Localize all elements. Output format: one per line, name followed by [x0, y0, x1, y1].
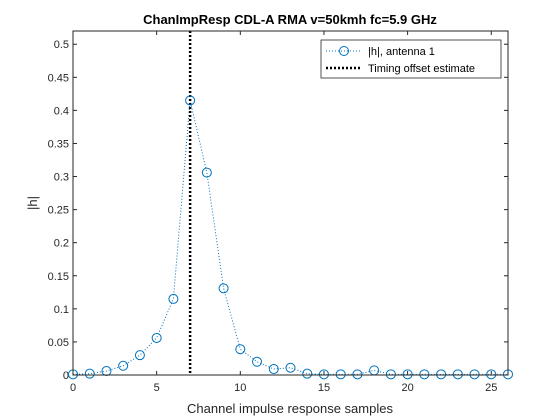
series-h-point: [84, 368, 95, 379]
y-tick-label: 0.25: [48, 205, 69, 217]
y-tick-label: 0: [63, 370, 69, 382]
series-h-point: [385, 369, 396, 380]
y-tick-label: 0.45: [48, 72, 69, 84]
series-h-point: [402, 369, 413, 380]
series-h-point: [452, 369, 463, 380]
y-tick-label: 0.3: [54, 172, 69, 184]
legend: |h|, antenna 1 Timing offset estimate: [320, 39, 502, 79]
series-h-point: [436, 369, 447, 380]
series-h-point: [168, 293, 179, 304]
series-h-point: [469, 369, 480, 380]
plot-frame: [72, 30, 509, 376]
series-h-point: [302, 368, 313, 379]
y-tick-label: 0.1: [54, 304, 69, 316]
series-h-point: [419, 369, 430, 380]
x-tick-label: 10: [234, 382, 246, 394]
y-tick-label: 0.05: [48, 337, 69, 349]
y-tick-label: 0.2: [54, 238, 69, 250]
x-tick-label: 20: [401, 382, 413, 394]
series-h-point: [218, 283, 229, 294]
y-tick-label: 0.15: [48, 271, 69, 283]
series-h-point: [285, 362, 296, 373]
y-axis-label: |h|: [25, 196, 40, 210]
x-axis-label: Channel impulse response samples: [187, 401, 393, 416]
series-h-point: [101, 366, 112, 377]
series-h-point: [134, 350, 145, 361]
series-h-point: [335, 369, 346, 380]
series-h-point: [235, 344, 246, 355]
series-h-point: [252, 356, 263, 367]
y-tick-label: 0.35: [48, 138, 69, 150]
series-h-point: [318, 369, 329, 380]
chart-title: ChanImpResp CDL-A RMA v=50kmh fc=5.9 GHz: [143, 12, 437, 27]
x-tick-label: 0: [70, 382, 76, 394]
plot-area: [73, 31, 508, 375]
legend-label-timing: Timing offset estimate: [368, 63, 475, 75]
y-tick-label: 0.5: [54, 39, 69, 51]
series-h-point: [352, 369, 363, 380]
y-axis-ticks: 0 0.05 0.1 0.15 0.2 0.25 0.3 0.35 0.4 0.45 0.5: [48, 39, 508, 382]
x-tick-label: 5: [154, 382, 160, 394]
series-h-point: [118, 360, 129, 371]
series-h-point: [201, 167, 212, 178]
legend-box: [320, 39, 502, 79]
legend-label-h: |h|, antenna 1: [368, 46, 435, 58]
series-h-point: [185, 95, 196, 106]
x-tick-label: 15: [318, 382, 330, 394]
x-tick-label: 25: [485, 382, 497, 394]
y-tick-label: 0.4: [54, 105, 69, 117]
x-axis-ticks: 0 5 10 15 20 25: [70, 31, 497, 394]
series-h-point: [268, 364, 279, 375]
legend-marker-h: [339, 46, 349, 56]
series-h-point: [486, 369, 497, 380]
series-h-point: [151, 332, 162, 343]
